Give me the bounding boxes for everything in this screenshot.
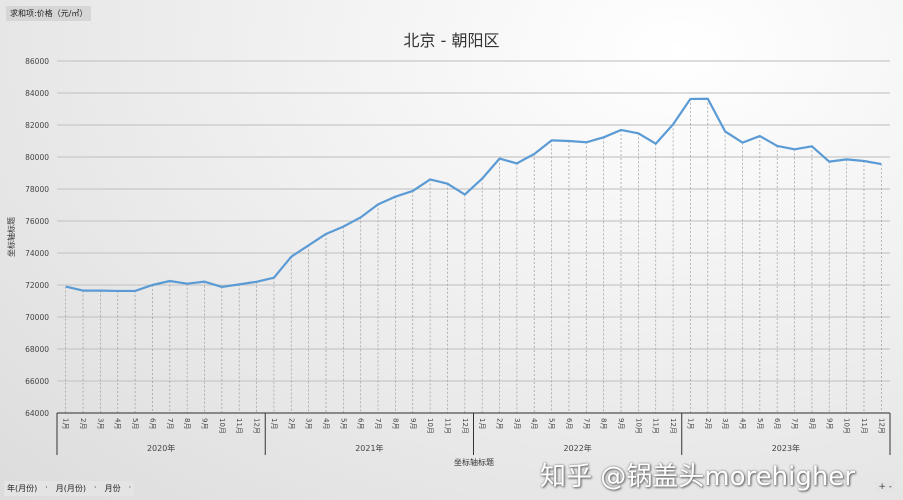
month-tick-label: 8月 (183, 418, 191, 429)
month-tick-label: 4月 (114, 418, 122, 429)
y-tick-label: 84000 (25, 89, 49, 98)
y-tick-label: 66000 (25, 377, 49, 386)
month-tick-label: 10月 (426, 418, 434, 434)
month-tick-label: 3月 (305, 418, 313, 429)
month-tick-label: 9月 (825, 418, 833, 429)
year-tick-label: 2022年 (563, 443, 591, 453)
month-tick-label: 11月 (443, 418, 451, 434)
y-tick-label: 68000 (25, 345, 49, 354)
month-tick-label: 3月 (721, 418, 729, 429)
month-tick-label: 5月 (131, 418, 139, 429)
y-tick-label: 64000 (25, 409, 49, 418)
year-tick-label: 2020年 (147, 443, 175, 453)
y-tick-label: 82000 (25, 121, 49, 130)
y-tick-label: 86000 (25, 57, 49, 66)
expand-collapse-controls: + - (875, 481, 895, 493)
month-tick-label: 12月 (877, 418, 885, 434)
month-tick-label: 2月 (79, 418, 87, 429)
month-tick-label: 9月 (409, 418, 417, 429)
y-axis-title: 坐标轴标题 (6, 217, 16, 257)
month-tick-label: 8月 (808, 418, 816, 429)
axis-field-buttons: 年(月份) · 月(月份) · 月份 · (4, 481, 135, 496)
month-tick-label: 3月 (96, 418, 104, 429)
month-tick-label: 4月 (738, 418, 746, 429)
month-tick-label: 2月 (287, 418, 295, 429)
month-tick-label: 4月 (530, 418, 538, 429)
y-tick-label: 80000 (25, 153, 49, 162)
watermark: 知乎 @锅盖头morehigher (540, 462, 855, 492)
field-button-year[interactable]: 年(月份) (7, 484, 38, 493)
x-axis-title: 坐标轴标题 (454, 457, 494, 467)
field-button-month-group[interactable]: 月(月份) (55, 484, 87, 493)
year-tick-label: 2023年 (772, 443, 800, 453)
month-tick-label: 6月 (148, 418, 156, 429)
month-tick-label: 3月 (513, 418, 521, 429)
month-tick-label: 1月 (62, 418, 70, 429)
month-tick-label: 5月 (756, 418, 764, 429)
field-button-month[interactable]: 月份 (104, 484, 121, 493)
month-tick-label: 2月 (704, 418, 712, 429)
month-tick-label: 7月 (582, 418, 590, 429)
month-tick-label: 2月 (496, 418, 504, 429)
month-tick-label: 7月 (166, 418, 174, 429)
month-tick-label: 8月 (600, 418, 608, 429)
chart-title: 北京 - 朝阳区 (403, 31, 500, 50)
month-tick-label: 1月 (270, 418, 278, 429)
month-tick-label: 10月 (634, 418, 642, 434)
month-tick-label: 8月 (391, 418, 399, 429)
month-tick-label: 4月 (322, 418, 330, 429)
month-tick-label: 7月 (374, 418, 382, 429)
month-tick-label: 5月 (339, 418, 347, 429)
month-tick-label: 5月 (548, 418, 556, 429)
month-tick-label: 12月 (253, 418, 261, 434)
month-tick-label: 1月 (686, 418, 694, 429)
month-tick-label: 7月 (791, 418, 799, 429)
month-tick-label: 11月 (860, 418, 868, 434)
y-tick-label: 74000 (25, 249, 49, 258)
month-tick-label: 6月 (357, 418, 365, 429)
year-tick-label: 2021年 (355, 443, 383, 453)
expand-button[interactable]: + (878, 482, 886, 492)
y-tick-label: 76000 (25, 217, 49, 226)
month-tick-label: 11月 (652, 418, 660, 434)
month-tick-label: 10月 (843, 418, 851, 434)
y-tick-label: 78000 (25, 185, 49, 194)
month-tick-label: 1月 (478, 418, 486, 429)
month-tick-label: 6月 (773, 418, 781, 429)
month-tick-label: 10月 (218, 418, 226, 434)
series-line (65, 97, 882, 293)
month-tick-label: 12月 (461, 418, 469, 434)
month-tick-label: 9月 (617, 418, 625, 429)
pivot-value-field-button[interactable]: 求和项:价格（元/㎡） (6, 6, 92, 21)
collapse-button[interactable]: - (888, 482, 892, 492)
month-tick-label: 6月 (565, 418, 573, 429)
month-tick-label: 11月 (235, 418, 243, 434)
y-tick-label: 72000 (25, 281, 49, 290)
month-tick-label: 12月 (669, 418, 677, 434)
month-tick-label: 9月 (201, 418, 209, 429)
y-tick-label: 70000 (25, 313, 49, 322)
